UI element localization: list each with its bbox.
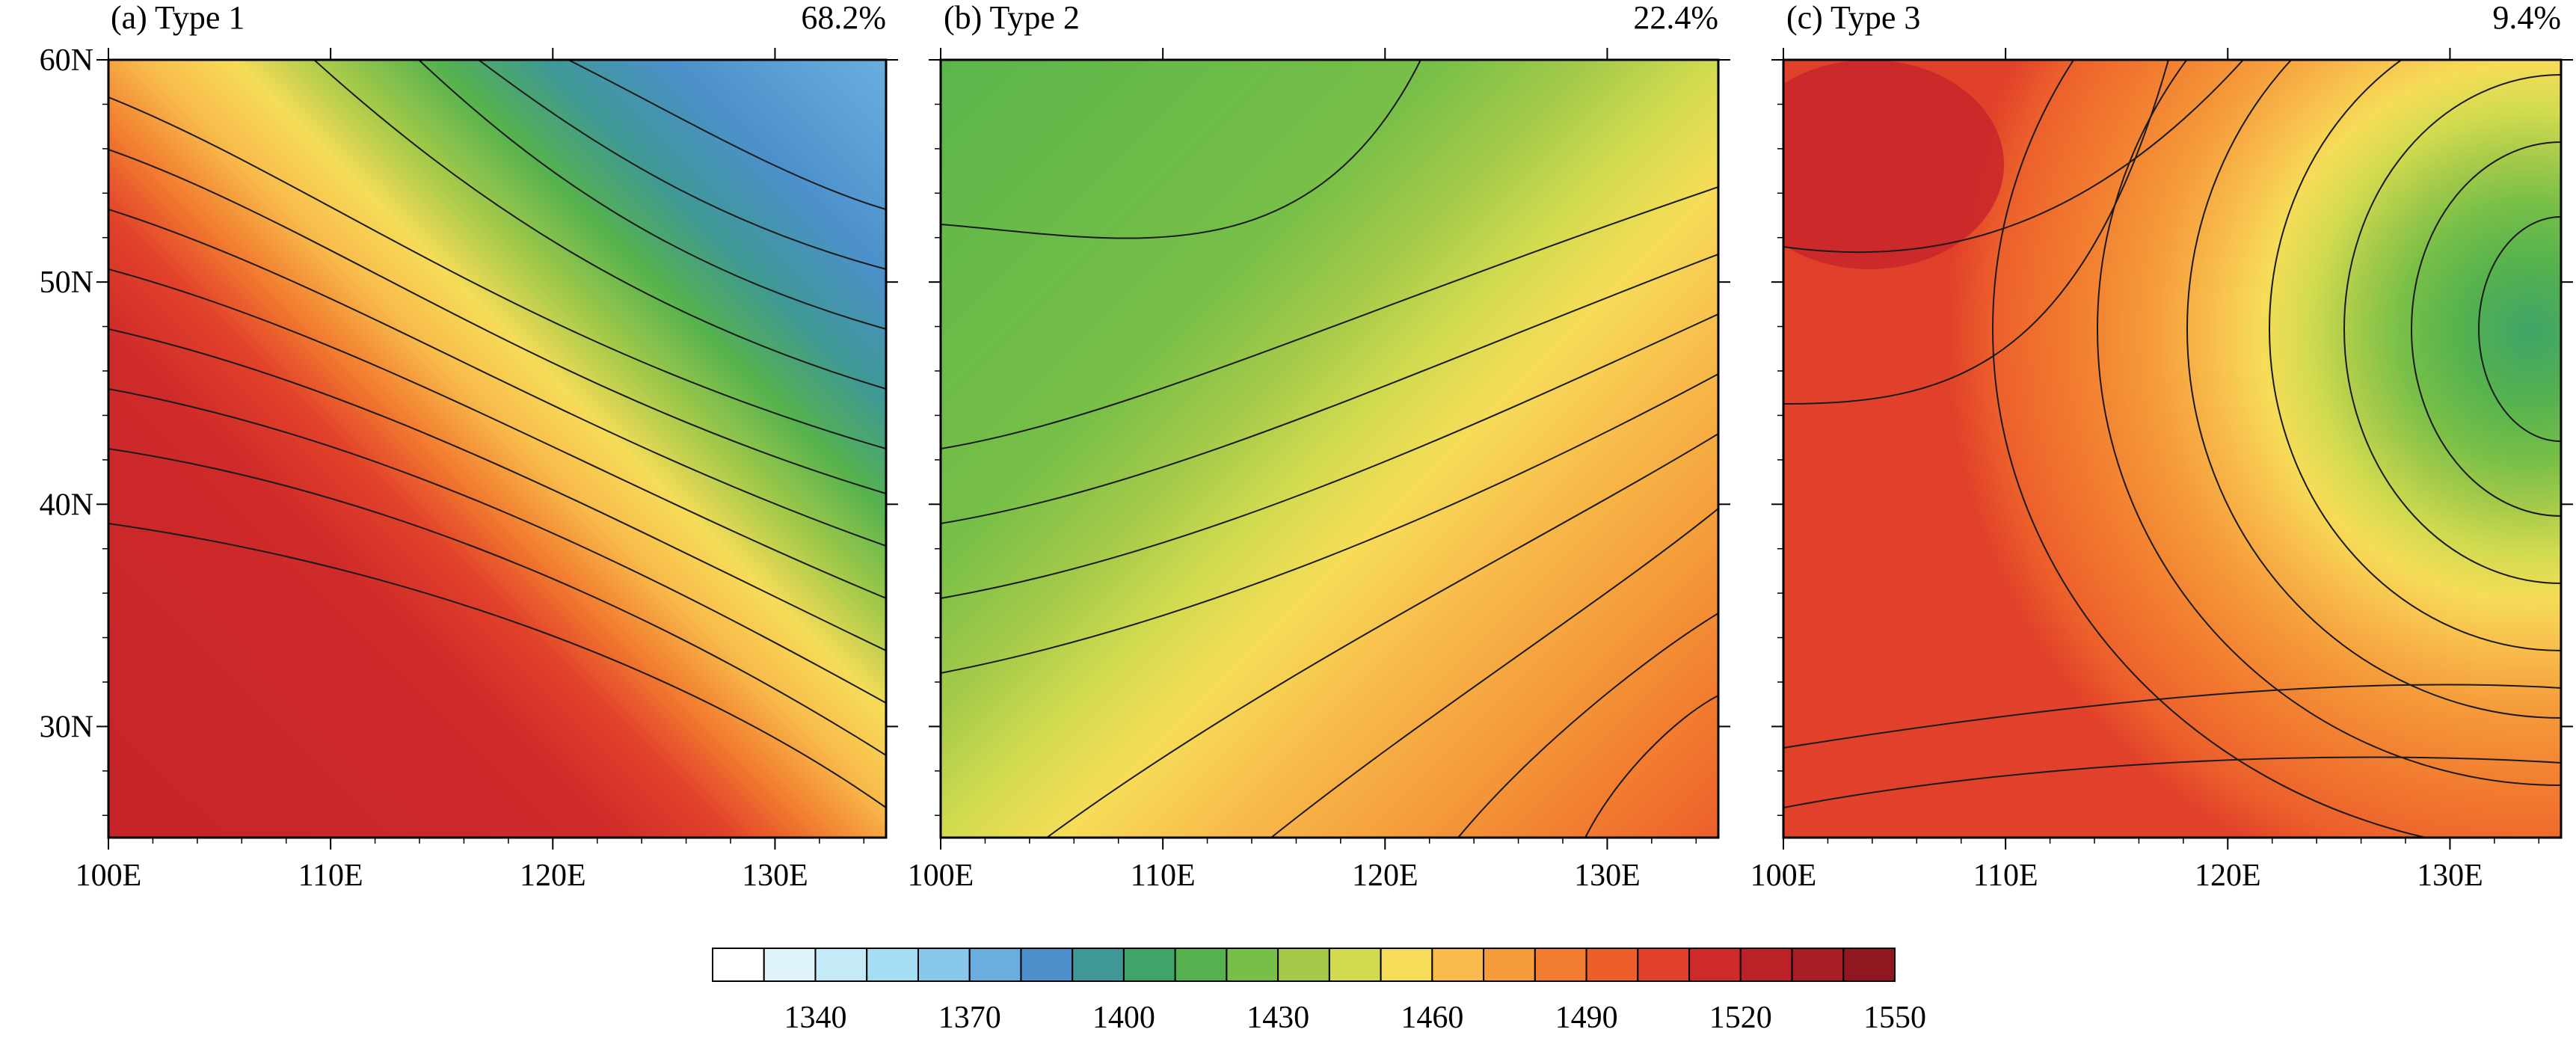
colorbar-swatch [1791, 948, 1845, 982]
panel-c-map [1783, 60, 2561, 838]
lat-tick-label: 50N [40, 265, 93, 300]
colorbar-swatch [814, 948, 868, 982]
colorbar-label: 1490 [1555, 1001, 1618, 1035]
colorbar-swatch [712, 948, 765, 982]
colorbar-label: 1520 [1709, 1001, 1772, 1035]
colorbar-swatch [917, 948, 971, 982]
colorbar-swatch [1226, 948, 1279, 982]
lat-tick-label: 30N [40, 710, 93, 744]
panel-c: (c) Type 3 9.4% [1782, 0, 2563, 839]
colorbar-label: 1430 [1246, 1001, 1309, 1035]
colorbar-swatch [1431, 948, 1485, 982]
colorbar-swatch [1739, 948, 1793, 982]
lon-tick-label: 100E [1750, 859, 1817, 893]
panel-c-high [1783, 60, 2004, 269]
colorbar-swatch [1328, 948, 1382, 982]
panel-b: (b) Type 2 22.4% [939, 0, 1720, 839]
colorbar-swatch [1122, 948, 1176, 982]
colorbar-swatch [1020, 948, 1074, 982]
lon-tick-label: 130E [2417, 859, 2483, 893]
panel-a-title: (a) Type 1 [111, 0, 245, 36]
panel-c-percent: 9.4% [2492, 0, 2561, 36]
colorbar-label: 1340 [784, 1001, 846, 1035]
panel-b-title: (b) Type 2 [944, 0, 1080, 36]
lon-tick-label: 120E [520, 859, 586, 893]
colorbar-swatch [866, 948, 919, 982]
lon-tick-label: 120E [1352, 859, 1418, 893]
colorbar-swatch [1277, 948, 1330, 982]
lat-tick-label: 40N [40, 488, 93, 522]
colorbar-swatch [1637, 948, 1691, 982]
colorbar-swatch [763, 948, 817, 982]
colorbar-swatch [1842, 948, 1896, 982]
panel-b-field [941, 60, 1718, 838]
lon-tick-label: 110E [1131, 859, 1196, 893]
colorbar-swatch [1688, 948, 1742, 982]
panel-a: (a) Type 1 68.2% [107, 0, 888, 839]
panel-a-percent: 68.2% [801, 0, 886, 36]
panel-a-map [108, 60, 886, 838]
panel-a-field [108, 60, 886, 838]
colorbar-label: 1400 [1092, 1001, 1155, 1035]
lat-tick-label: 60N [40, 43, 93, 78]
lon-tick-label: 130E [1574, 859, 1641, 893]
colorbar-label: 1370 [938, 1001, 1001, 1035]
colorbar-swatch [1072, 948, 1125, 982]
panel-c-title: (c) Type 3 [1786, 0, 1920, 36]
panel-b-percent: 22.4% [1633, 0, 1718, 36]
colorbar-swatch [1585, 948, 1639, 982]
panel-c-contours [1783, 60, 2561, 838]
colorbar: 1340 1370 1400 1430 1460 1490 1520 1550 [712, 948, 1926, 1035]
panel-b-contours [941, 60, 1718, 838]
colorbar-swatch [1174, 948, 1228, 982]
lon-tick-label: 130E [742, 859, 808, 893]
panel-a-contours [108, 60, 886, 808]
lon-tick-label: 110E [298, 859, 363, 893]
lon-tick-label: 110E [1973, 859, 2038, 893]
colorbar-label: 1550 [1863, 1001, 1926, 1035]
colorbar-swatch [1380, 948, 1433, 982]
panel-a-frame [107, 58, 888, 839]
lon-tick-label: 100E [908, 859, 974, 893]
lon-tick-label: 100E [76, 859, 142, 893]
colorbar-swatch [1534, 948, 1587, 982]
colorbar-swatch [1483, 948, 1536, 982]
colorbar-label: 1460 [1401, 1001, 1463, 1035]
panel-c-frame [1782, 58, 2563, 839]
colorbar-swatch [968, 948, 1022, 982]
lon-tick-label: 120E [2195, 859, 2261, 893]
map-axes: 100E 110E 120E 130E 60N 50N 40N 30N 100E 110E 120E… [40, 43, 2573, 893]
panel-b-frame [939, 58, 1720, 839]
panel-b-map [941, 60, 1718, 838]
